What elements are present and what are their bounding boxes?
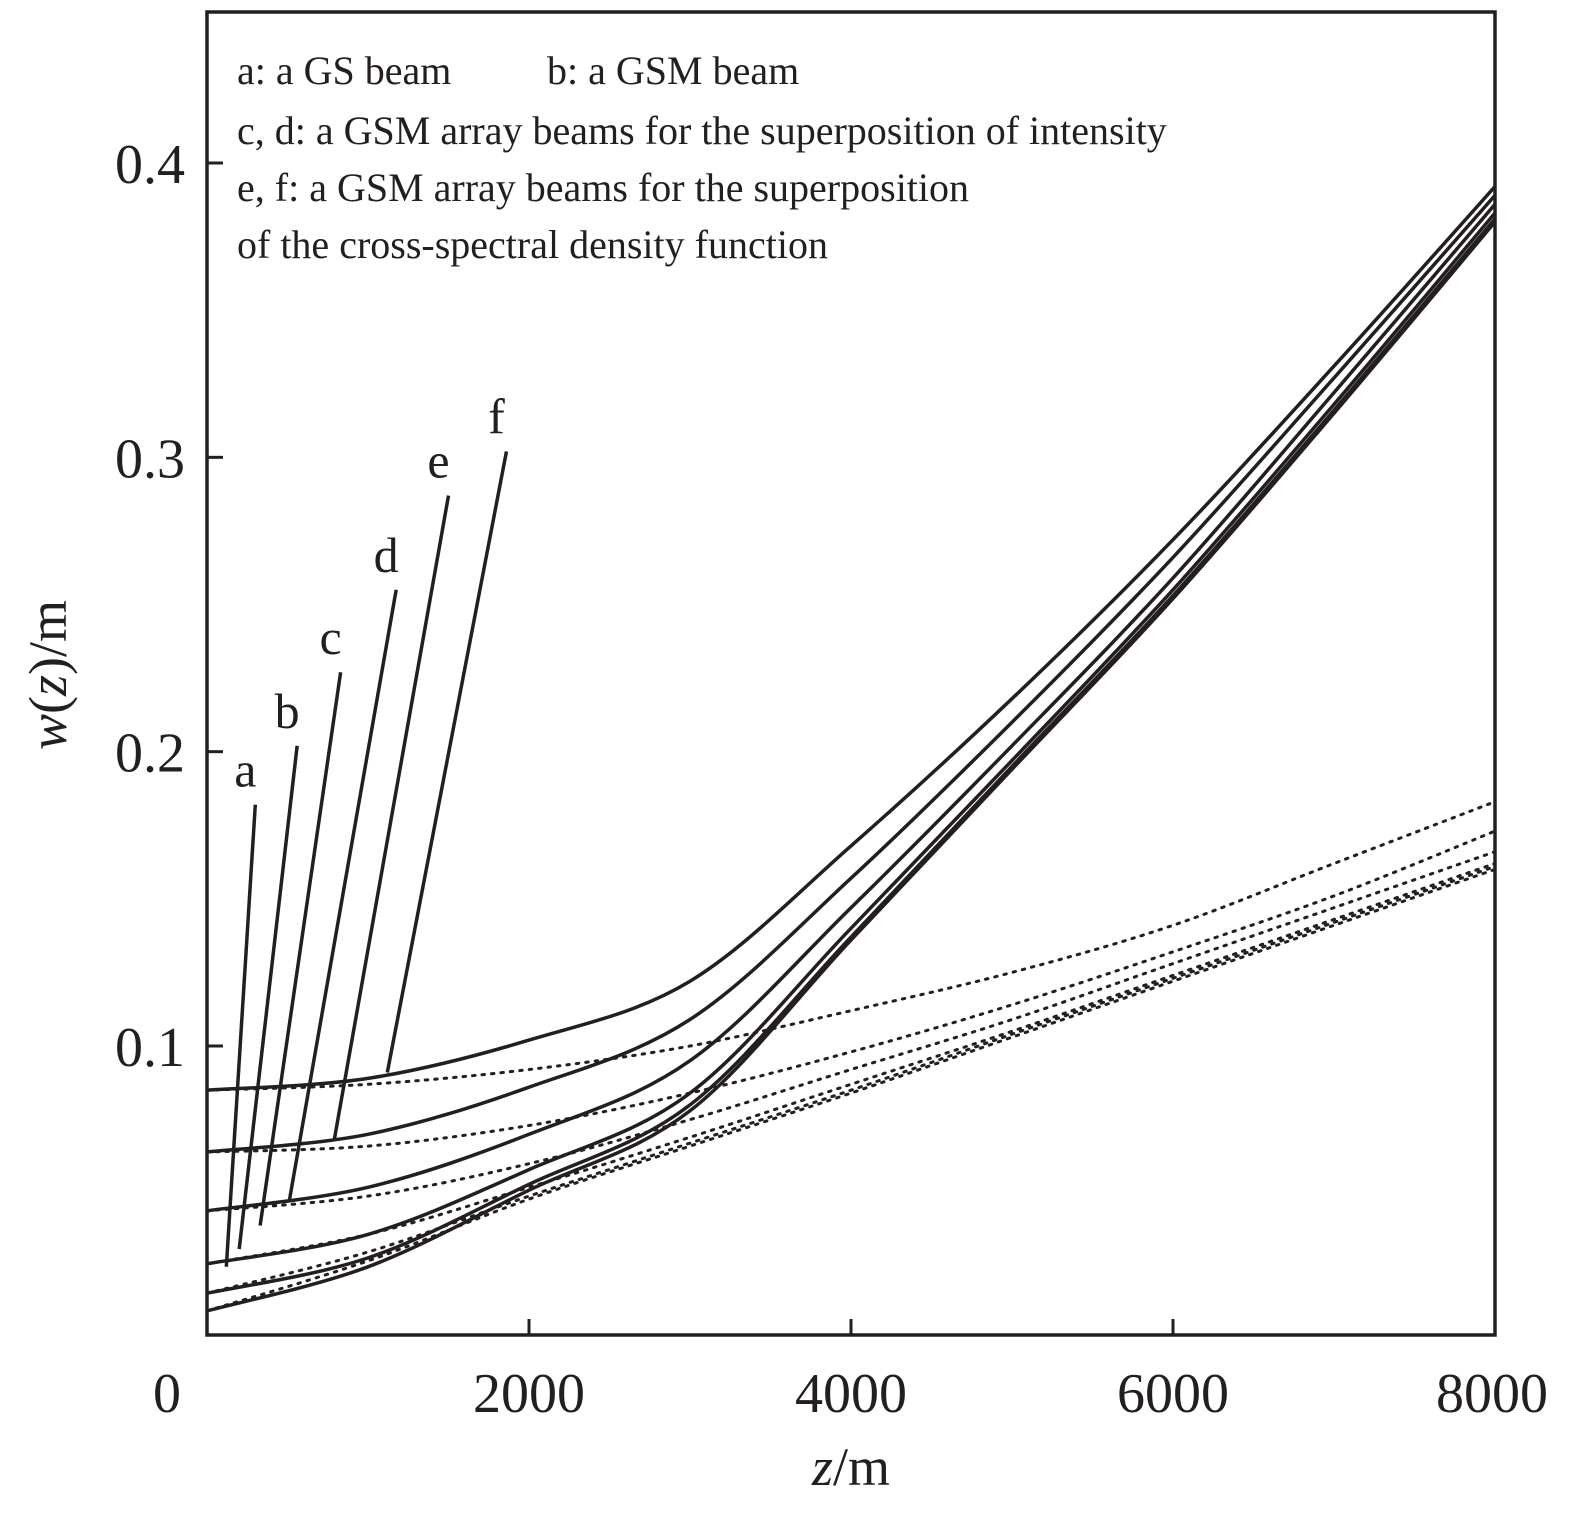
series-layer [205,185,1497,1313]
x-tick-label: 2000 [473,1363,585,1425]
curve-label-a: a [234,742,256,798]
curve-label-e: e [427,433,449,489]
y-axis-unit: /m [18,600,78,657]
series-solid-c [206,211,1497,1266]
y-axis-var: z [18,675,78,697]
series-solid-d [206,203,1497,1213]
x-axis-unit: /m [833,1437,890,1497]
axis-ticks [207,161,1175,1335]
y-tick-label: 0.3 [115,428,185,490]
x-axis-var: z [811,1437,833,1497]
y-tick-label: 0.1 [115,1017,185,1079]
leader-line-c [258,671,343,1226]
x-tick-label: 4000 [795,1363,907,1425]
legend-line-4: of the cross-spectral density function [237,222,828,267]
series-dotted-d [205,850,1497,1213]
x-tick-label: 0 [153,1363,181,1425]
axis-tick-labels: 0 2000 4000 6000 8000 0.1 0.2 0.3 0.4 [115,134,1548,1425]
legend-line-3: e, f: a GSM array beams for the superpos… [237,165,969,210]
series-solid-e [206,194,1497,1154]
y-tick-label: 0.2 [115,723,185,785]
leader-line-d [287,589,398,1203]
x-tick-label: 8000 [1436,1363,1548,1425]
plot-frame [205,10,1497,1337]
series-dotted-b [205,865,1497,1295]
legend: a: a GS beam b: a GSM beam c, d: a GSM a… [237,48,1167,267]
x-axis-title: z/m [811,1437,890,1497]
series-solid-a [206,220,1497,1313]
curve-label-b: b [275,683,300,739]
legend-line-2: c, d: a GSM array beams for the superpos… [237,108,1167,153]
legend-line-1a: a: a GS beam [237,48,451,93]
leader-line-a [224,804,258,1267]
leader-line-f [385,451,509,1073]
curve-label-f: f [488,388,505,444]
series-dotted-a [205,867,1497,1313]
series-solid-b [206,217,1497,1295]
series-dotted-f [205,800,1497,1092]
leader-line-b [237,745,299,1250]
x-tick-label: 6000 [1117,1363,1229,1425]
curve-label-d: d [374,527,399,583]
y-axis-title: w(z)/m [18,600,78,750]
series-solid-f [206,185,1497,1092]
series-dotted-c [205,862,1497,1266]
y-axis-fn: w [18,714,78,750]
legend-line-1b: b: a GSM beam [547,48,799,93]
leader-line-e [332,495,451,1141]
y-tick-label: 0.4 [115,134,185,196]
series-dotted-e [205,829,1497,1154]
curve-label-c: c [320,609,342,665]
